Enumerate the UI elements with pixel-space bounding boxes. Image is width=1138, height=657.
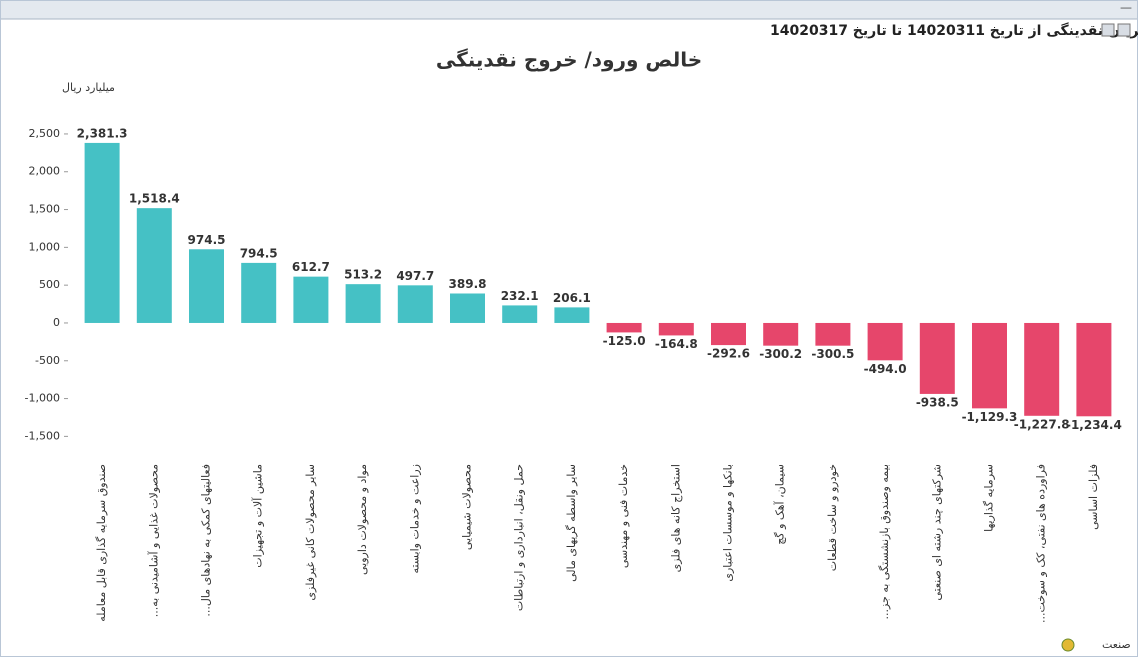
bar — [136, 208, 172, 323]
bar — [815, 322, 851, 346]
x-tick-label: سرمایه گذاریها — [983, 464, 996, 532]
x-axis-label: صنعت — [1102, 638, 1131, 651]
y-tick-label: 1,500 — [29, 203, 61, 216]
print-button[interactable] — [1101, 23, 1115, 37]
bar — [345, 284, 381, 323]
window-title: مقایسه جریان نقدینگی از تاریخ 14020311 ت… — [770, 22, 1138, 39]
x-tick-label: فراورده های نفتی، کک و سوخت... — [1035, 464, 1048, 623]
close-button[interactable] — [1117, 23, 1131, 37]
bar — [711, 322, 746, 346]
value-label: -1,234.4 — [1066, 418, 1122, 432]
value-label: 794.5 — [240, 246, 278, 260]
value-label: 2,381.3 — [77, 126, 128, 140]
y-tick-label: 1,000 — [29, 240, 61, 253]
bar — [606, 322, 642, 333]
x-tick-label: فعالیتهای کمکی به نهادهای مال... — [200, 464, 213, 617]
bar — [241, 262, 277, 323]
bar — [1076, 322, 1112, 417]
bar — [1024, 322, 1060, 416]
bar — [293, 276, 329, 323]
bar — [450, 293, 485, 323]
minimize-button[interactable]: — — [1120, 1, 1132, 15]
bar — [867, 322, 903, 361]
title-bar — [1, 1, 1137, 19]
x-tick-label: خودرو و ساخت قطعات — [826, 464, 839, 571]
bar — [763, 322, 799, 346]
x-tick-label: استخراج کانه های فلزی — [669, 464, 682, 572]
bar — [554, 307, 590, 323]
x-tick-label: ماشین آلات و تجهیزات — [251, 464, 265, 568]
x-tick-label: خدمات فنی و مهندسی — [617, 464, 630, 568]
bar — [189, 249, 224, 323]
value-label: 513.2 — [344, 268, 382, 282]
value-label: 389.8 — [449, 277, 487, 291]
y-tick-label: 0 — [53, 316, 60, 329]
bar — [502, 305, 538, 323]
y-tick-label: 2,000 — [29, 165, 61, 178]
y-axis-label: میلیارد ریال — [62, 81, 115, 94]
x-tick-label: محصولات غذایی و آشامیدنی به... — [146, 464, 160, 617]
value-label: 497.7 — [396, 269, 434, 283]
value-label: -292.6 — [707, 347, 750, 361]
x-tick-label: بیمه وصندوق بازنشستگی به جز... — [878, 464, 891, 620]
bar — [658, 322, 694, 336]
y-tick-label: -500 — [35, 354, 60, 367]
bar — [84, 142, 120, 323]
value-label: -1,129.3 — [962, 410, 1018, 424]
chart-title: خالص ورود/ خروج نقدینگی — [436, 48, 702, 72]
x-tick-label: بانکها و موسسات اعتباری — [722, 464, 735, 582]
bar — [919, 322, 955, 394]
value-label: -125.0 — [603, 334, 646, 348]
y-tick-label: -1,500 — [25, 429, 60, 442]
value-label: -164.8 — [655, 337, 698, 351]
x-tick-label: صندوق سرمایه گذاری قابل معامله — [95, 464, 108, 622]
value-label: 206.1 — [553, 291, 591, 305]
value-label: -938.5 — [916, 395, 959, 409]
value-label: -1,227.8 — [1014, 417, 1070, 431]
x-tick-label: زراعت و خدمات وابسته — [408, 464, 421, 573]
value-label: 232.1 — [501, 289, 539, 303]
bar — [397, 285, 433, 323]
x-tick-label: سایر واسطه گریهای مالی — [565, 464, 578, 582]
x-tick-label: مواد و محصولات دارویی — [356, 464, 369, 575]
bar — [972, 322, 1007, 409]
value-label: -494.0 — [864, 362, 907, 376]
value-label: 974.5 — [188, 233, 226, 247]
y-tick-label: 500 — [39, 278, 60, 291]
y-tick-label: -1,000 — [25, 392, 60, 405]
value-label: 612.7 — [292, 260, 330, 274]
value-label: -300.2 — [759, 347, 802, 361]
x-tick-label: محصولات شیمیایی — [461, 464, 474, 550]
x-tick-label: سیمان، آهک و گچ — [773, 464, 787, 545]
x-tick-label: شرکتهای چند رشته ای صنعتی — [930, 464, 943, 601]
x-tick-label: فلزات اساسی — [1087, 464, 1100, 530]
x-tick-label: حمل ونقل، انبارداری و ارتباطات — [513, 464, 526, 611]
value-label: 1,518.4 — [129, 192, 180, 206]
settings-icon[interactable] — [1061, 638, 1075, 652]
value-label: -300.5 — [811, 347, 854, 361]
x-tick-label: سایر محصولات کانی غیرفلزی — [304, 464, 317, 601]
y-tick-label: 2,500 — [29, 127, 61, 140]
